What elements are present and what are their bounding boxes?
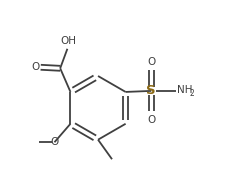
Text: O: O — [147, 57, 155, 67]
Text: O: O — [147, 115, 155, 125]
Text: NH: NH — [177, 85, 192, 95]
Text: O: O — [50, 137, 59, 147]
Text: O: O — [31, 62, 40, 72]
Text: S: S — [146, 84, 156, 97]
Text: OH: OH — [61, 36, 76, 46]
Text: 2: 2 — [189, 89, 194, 98]
